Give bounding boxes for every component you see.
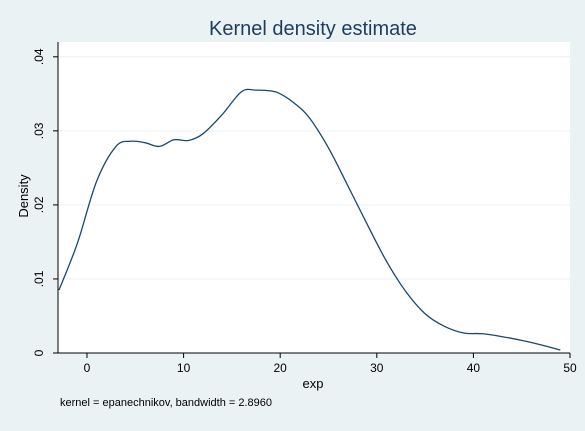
chart-title: Kernel density estimate [209, 18, 417, 40]
x-tick-label: 30 [370, 361, 384, 375]
x-tick-label: 40 [467, 361, 481, 375]
y-tick-label: .01 [32, 270, 46, 287]
series-layer [58, 88, 561, 351]
kernel-note: kernel = epanechnikov, bandwidth = 2.896… [60, 397, 272, 409]
y-tick-label: .04 [32, 48, 46, 65]
x-tick-label: 10 [177, 361, 191, 375]
x-axis-label: exp [303, 376, 324, 391]
x-tick-label: 20 [274, 361, 288, 375]
density-curve [58, 88, 561, 351]
x-tick-label: 50 [563, 361, 577, 375]
y-tick-label: .02 [32, 196, 46, 213]
y-tick-label: .03 [32, 122, 46, 139]
y-tick-label: 0 [32, 349, 46, 356]
axes: 0 .01 .02 .03 .04 0 10 20 30 40 50 [32, 42, 577, 375]
x-tick-label: 0 [84, 361, 91, 375]
plot-area [58, 42, 570, 353]
y-axis-label: Density [16, 174, 31, 218]
